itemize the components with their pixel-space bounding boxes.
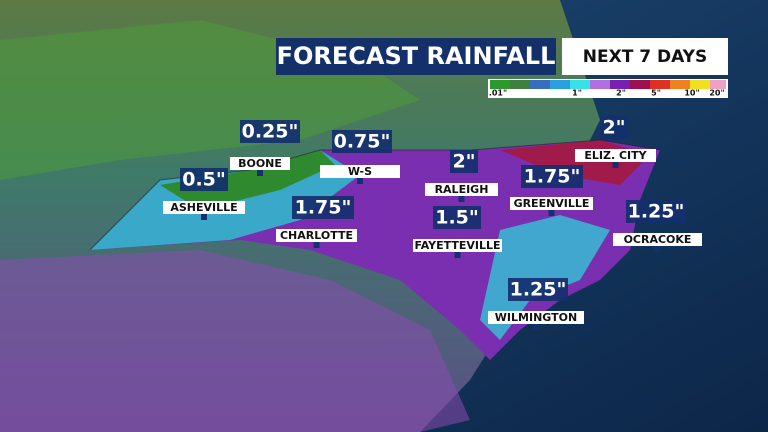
rain-amount: 1.75"	[295, 197, 352, 219]
name-box	[613, 233, 702, 246]
city-name: RALEIGH	[435, 183, 489, 196]
city-name: CHARLOTTE	[280, 229, 353, 242]
city-pin	[357, 178, 363, 184]
amount-box	[292, 196, 354, 219]
name-box	[163, 201, 245, 214]
city-name: FAYETTEVILLE	[414, 239, 500, 252]
legend-label: .01"	[489, 89, 507, 98]
legend-label: 1"	[572, 89, 582, 98]
city-pin	[201, 214, 207, 220]
rain-amount: 1.25"	[510, 279, 567, 301]
city-name: ELIZ. CITY	[584, 149, 647, 162]
city-name: WILMINGTON	[495, 311, 577, 324]
city-name: ASHEVILLE	[170, 201, 237, 214]
city: 1.75" CHARLOTTE	[276, 196, 357, 248]
rain-purple-sc	[0, 250, 470, 432]
rain-amount: 0.25"	[242, 121, 299, 143]
city-pin	[458, 196, 465, 202]
title-box	[276, 38, 556, 75]
city-pin	[454, 252, 461, 258]
nc-cyan-east	[480, 215, 610, 340]
city-name: W-S	[348, 165, 372, 178]
city: 1.75" GREENVILLE	[510, 165, 593, 216]
city: 2" ELIZ. CITY	[575, 116, 656, 168]
title: FORECAST RAINFALL	[277, 42, 556, 70]
city-name: OCRACOKE	[624, 233, 692, 246]
name-box	[413, 239, 502, 252]
rain-amount: 1.75"	[524, 166, 581, 188]
rain-amount: 0.5"	[182, 169, 226, 191]
rain-amount: 1.5"	[435, 207, 479, 229]
name-box	[276, 229, 357, 242]
name-box	[488, 311, 584, 324]
legend-label: 5"	[651, 89, 661, 98]
legend-bar	[490, 80, 726, 89]
rain-amount: 2"	[602, 117, 625, 139]
rain-amount: 1.25"	[628, 201, 685, 223]
amount-box	[180, 168, 228, 191]
amount-box	[433, 206, 481, 229]
city: 1.25" WILMINGTON	[488, 278, 584, 330]
city: 1.25" OCRACOKE	[613, 200, 702, 252]
nc-green	[160, 150, 335, 210]
state-border	[89, 139, 661, 251]
amount-box	[521, 165, 583, 188]
rain-amount: 2"	[452, 151, 475, 173]
city-pin	[533, 324, 539, 330]
name-box	[320, 165, 400, 178]
amount-box	[600, 116, 628, 139]
subtitle: NEXT 7 DAYS	[583, 47, 707, 67]
legend-label: 20"	[709, 89, 724, 98]
city: 2" RALEIGH	[425, 150, 498, 202]
city-pin	[257, 170, 263, 176]
city: 0.75" W-S	[320, 130, 400, 184]
amount-box	[332, 130, 392, 153]
amount-box	[240, 120, 300, 143]
rain-amount: 0.75"	[334, 131, 391, 153]
subtitle-box	[562, 38, 728, 75]
legend-label: 2"	[616, 89, 626, 98]
name-box	[575, 149, 656, 162]
name-box	[230, 157, 290, 170]
amount-box	[508, 278, 568, 301]
city-name: BOONE	[238, 157, 282, 170]
city: 1.5" FAYETTEVILLE	[413, 206, 502, 258]
name-box	[510, 197, 593, 210]
amount-box	[626, 200, 686, 223]
name-box	[425, 183, 498, 196]
city-pin	[612, 162, 619, 168]
city-pin	[654, 246, 661, 252]
cities: 0.25" BOONE 0.75" W-S 0.5" ASHEVILLE 1.75" CHAR…	[163, 116, 702, 330]
legend-label: 10"	[684, 89, 699, 98]
legend-labels: .01" 1" 2" 5" 10" 20"	[489, 89, 725, 98]
city: 0.5" ASHEVILLE	[163, 168, 245, 220]
city-pin	[548, 210, 555, 216]
city-pin	[313, 242, 320, 248]
city-name: GREENVILLE	[514, 197, 590, 210]
city: 0.25" BOONE	[230, 120, 300, 176]
amount-box	[450, 150, 478, 173]
